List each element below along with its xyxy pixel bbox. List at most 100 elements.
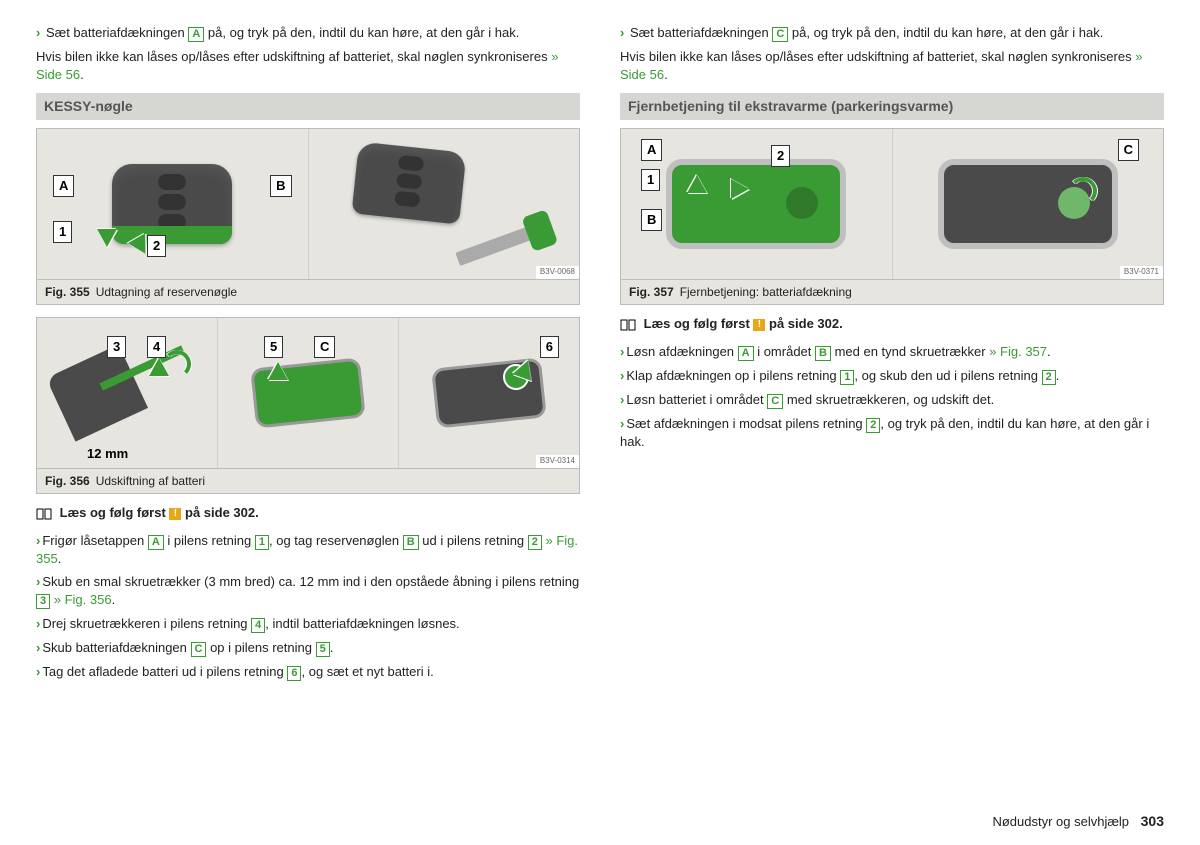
page-footer: Nødudstyr og selvhjælp 303 (992, 812, 1164, 831)
ref-box: A (738, 346, 754, 361)
chevron-icon: › (620, 344, 624, 359)
text: på, og tryk på den, indtil du kan høre, … (788, 25, 1103, 40)
fig357-panel-2: C B3V-0371 (893, 129, 1164, 279)
figure-code: B3V-0068 (536, 266, 579, 279)
text: , og skub den ud i pilens retning (854, 368, 1041, 383)
text: Sæt batteriafdækningen (46, 25, 188, 40)
right-column: › Sæt batteriafdækningen C på, og tryk p… (620, 24, 1164, 687)
left-sync-text: Hvis bilen ikke kan låses op/låses efter… (36, 48, 580, 83)
section-heading-remote: Fjernbetjening til ekstravarme (parkerin… (620, 93, 1164, 120)
label-5: 5 (264, 336, 283, 358)
instruction-step: ›Løsn afdækningen A i området B med en t… (620, 343, 1164, 361)
label-A: A (641, 139, 662, 161)
text: Frigør låsetappen (42, 533, 148, 548)
left-column: › Sæt batteriafdækningen A på, og tryk p… (36, 24, 580, 687)
ref-box: C (767, 394, 783, 409)
fig357-panel-1: A 1 B 2 (621, 129, 893, 279)
fig356-panel-1: 3 4 12 mm (37, 318, 218, 468)
figure-code: B3V-0314 (536, 455, 579, 468)
instruction-step: ›Løsn batteriet i området C med skruetræ… (620, 391, 1164, 409)
instruction-step: ›Frigør låsetappen A i pilens retning 1,… (36, 532, 580, 568)
book-icon (36, 508, 52, 520)
instruction-step: ›Drej skruetrækkeren i pilens retning 4,… (36, 615, 580, 633)
instruction-step: ›Skub batteriafdækningen C op i pilens r… (36, 639, 580, 657)
figure-link[interactable]: » Fig. 356 (54, 592, 112, 607)
read-first-right: Læs og følg først ! på side 302. (620, 315, 1164, 333)
fig357-caption: Fig. 357Fjernbetjening: batteriafdækning (621, 279, 1163, 304)
ref-box: 4 (251, 618, 265, 633)
chevron-icon: › (620, 368, 624, 383)
text: med skruetrækkeren, og udskift det. (783, 392, 994, 407)
fig355-caption: Fig. 355Udtagning af reservenøgle (37, 279, 579, 304)
label-1: 1 (53, 221, 72, 243)
label-6: 6 (540, 336, 559, 358)
text: . (1056, 368, 1060, 383)
text: i pilens retning (164, 533, 255, 548)
dimension-label: 12 mm (87, 445, 128, 463)
figure-357: A 1 B 2 C B3V-0371 Fig. 357Fjernbetjenin… (620, 128, 1164, 305)
text: i området (754, 344, 815, 359)
chevron-icon: › (36, 25, 40, 40)
ref-box: 1 (840, 370, 854, 385)
ref-box: 1 (255, 535, 269, 550)
right-sync-text: Hvis bilen ikke kan låses op/låses efter… (620, 48, 1164, 83)
text: Løsn batteriet i området (626, 392, 767, 407)
text: , indtil batteriafdækningen løsnes. (265, 616, 459, 631)
figure-355: A B 1 2 B3V-00 (36, 128, 580, 305)
warn-icon: ! (753, 319, 765, 331)
label-B: B (641, 209, 662, 231)
text: Løsn afdækningen (626, 344, 737, 359)
text: ud i pilens retning (419, 533, 528, 548)
text: , og sæt et nyt batteri i. (301, 664, 433, 679)
label-C: C (314, 336, 335, 358)
chevron-icon: › (620, 416, 624, 431)
figure-link[interactable]: » Fig. 357 (989, 344, 1047, 359)
fig355-panel-2: B3V-0068 (309, 129, 580, 279)
figure-356: 3 4 12 mm 5 C 6 B3V-0314 (36, 317, 580, 494)
ref-box: B (403, 535, 419, 550)
text: Skub batteriafdækningen (42, 640, 190, 655)
ref-box: 5 (316, 642, 330, 657)
figure-code: B3V-0371 (1120, 266, 1163, 279)
text: Sæt batteriafdækningen (630, 25, 772, 40)
fig356-panel-3: 6 B3V-0314 (399, 318, 579, 468)
chevron-icon: › (36, 640, 40, 655)
text: med en tynd skruetrækker (831, 344, 989, 359)
left-steps: ›Frigør låsetappen A i pilens retning 1,… (36, 532, 580, 681)
text: Klap afdækningen op i pilens retning (626, 368, 840, 383)
label-B: B (270, 175, 291, 197)
ref-box: C (191, 642, 207, 657)
label-4: 4 (147, 336, 166, 358)
chevron-icon: › (36, 574, 40, 589)
left-top-instruction: › Sæt batteriafdækningen A på, og tryk p… (36, 24, 580, 42)
section-heading-kessy: KESSY-nøgle (36, 93, 580, 120)
ref-box: 2 (866, 418, 880, 433)
text: Hvis bilen ikke kan låses op/låses efter… (36, 49, 551, 64)
instruction-step: ›Sæt afdækningen i modsat pilens retning… (620, 415, 1164, 451)
instruction-step: ›Skub en smal skruetrækker (3 mm bred) c… (36, 573, 580, 609)
chevron-icon: › (36, 533, 40, 548)
text: Tag det afladede batteri ud i pilens ret… (42, 664, 287, 679)
right-steps: ›Løsn afdækningen A i området B med en t… (620, 343, 1164, 451)
ref-box: B (815, 346, 831, 361)
ref-box: C (772, 27, 788, 42)
warn-icon: ! (169, 508, 181, 520)
ref-box: 3 (36, 594, 50, 609)
text: . (330, 640, 334, 655)
label-1: 1 (641, 169, 660, 191)
chevron-icon: › (620, 392, 624, 407)
footer-section: Nødudstyr og selvhjælp (992, 814, 1129, 829)
chevron-icon: › (36, 664, 40, 679)
read-first-left: Læs og følg først ! på side 302. (36, 504, 580, 522)
fig355-panel-1: A B 1 2 (37, 129, 309, 279)
label-C: C (1118, 139, 1139, 161)
text: Drej skruetrækkeren i pilens retning (42, 616, 251, 631)
text: Sæt afdækningen i modsat pilens retning (626, 416, 866, 431)
page-columns: › Sæt batteriafdækningen A på, og tryk p… (36, 24, 1164, 687)
label-2: 2 (771, 145, 790, 167)
ref-box: 2 (1042, 370, 1056, 385)
ref-box: 2 (528, 535, 542, 550)
fig356-panel-2: 5 C (218, 318, 399, 468)
label-A: A (53, 175, 74, 197)
text: op i pilens retning (206, 640, 315, 655)
